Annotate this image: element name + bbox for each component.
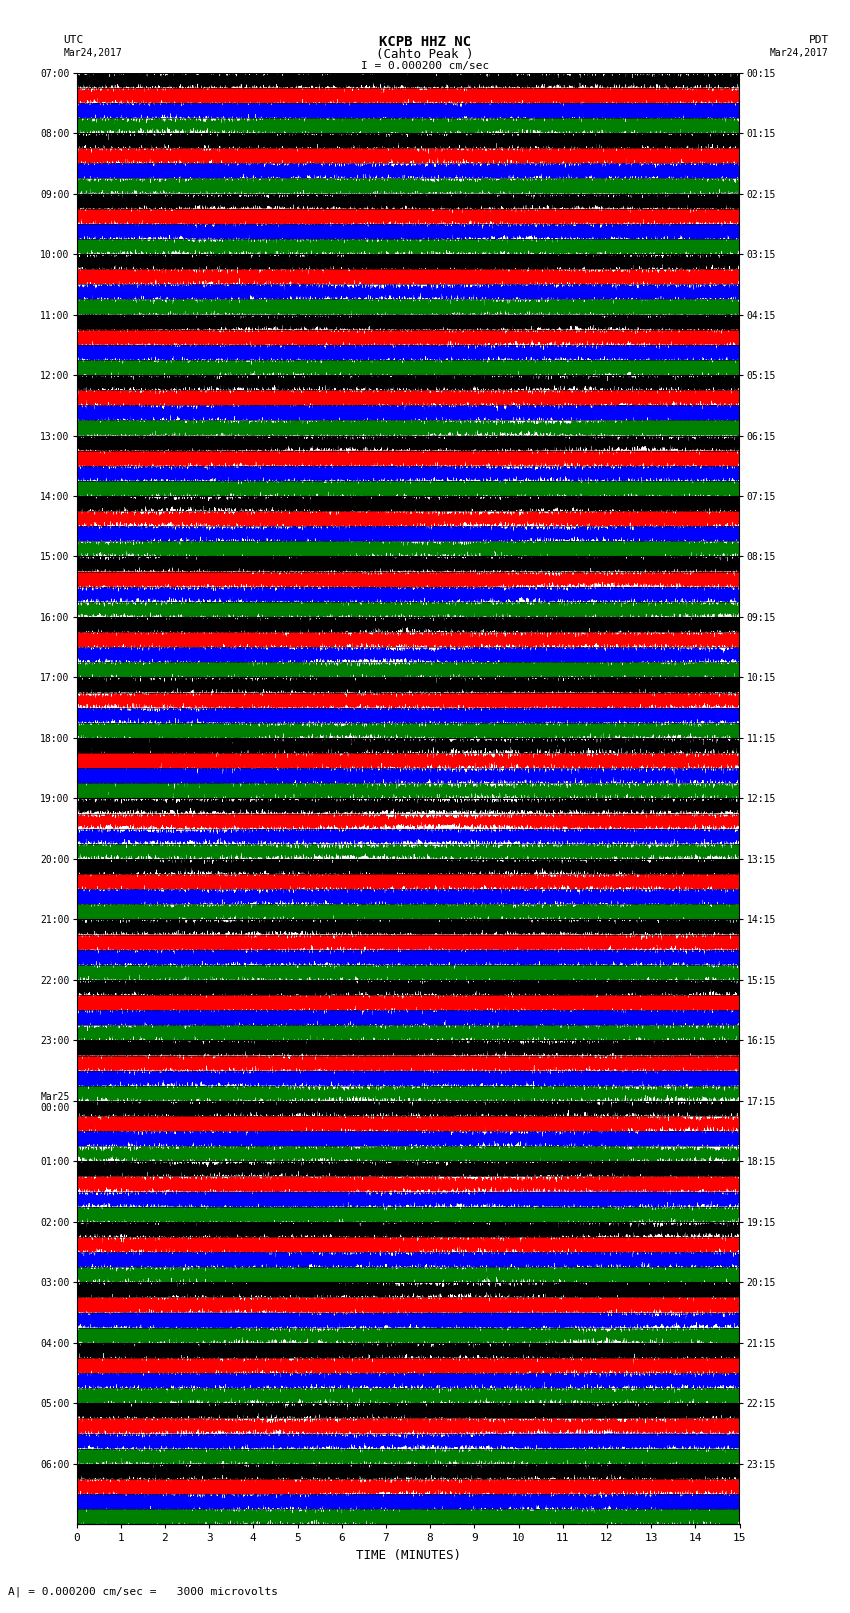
Text: (Cahto Peak ): (Cahto Peak ) [377, 48, 473, 61]
Text: PDT: PDT [808, 35, 829, 45]
Text: A| = 0.000200 cm/sec =   3000 microvolts: A| = 0.000200 cm/sec = 3000 microvolts [8, 1586, 279, 1597]
Text: I = 0.000200 cm/sec: I = 0.000200 cm/sec [361, 61, 489, 71]
X-axis label: TIME (MINUTES): TIME (MINUTES) [355, 1548, 461, 1561]
Text: Mar24,2017: Mar24,2017 [770, 48, 829, 58]
Text: Mar24,2017: Mar24,2017 [64, 48, 122, 58]
Text: UTC: UTC [64, 35, 84, 45]
Text: KCPB HHZ NC: KCPB HHZ NC [379, 35, 471, 50]
